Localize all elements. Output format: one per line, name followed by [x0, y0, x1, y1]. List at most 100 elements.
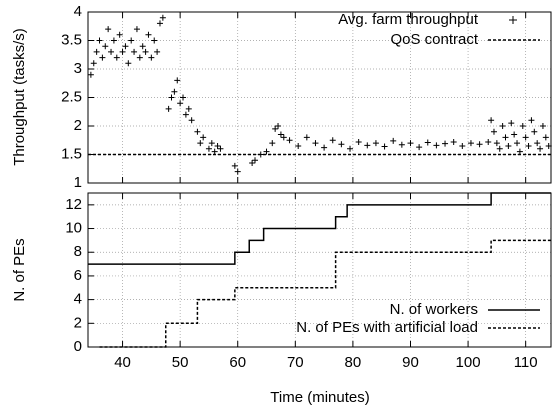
point — [519, 123, 526, 129]
point — [113, 54, 120, 61]
point — [197, 140, 204, 147]
point — [182, 111, 189, 118]
point — [272, 125, 279, 132]
x-tick-label: 90 — [402, 354, 419, 371]
legend-marker — [509, 16, 517, 24]
point — [174, 77, 181, 84]
point — [177, 100, 184, 107]
point — [99, 54, 106, 61]
point — [398, 141, 405, 148]
point — [499, 123, 506, 129]
point — [128, 37, 135, 44]
point — [125, 60, 132, 67]
point — [537, 145, 544, 152]
point — [139, 43, 146, 50]
point — [516, 148, 523, 155]
point — [476, 141, 483, 148]
point — [372, 140, 379, 147]
point — [280, 134, 287, 141]
point — [148, 54, 155, 61]
point — [159, 14, 166, 21]
y-tick-label: 3.5 — [61, 31, 82, 48]
y-tick-label: 2 — [74, 314, 82, 331]
point — [321, 144, 328, 151]
point — [442, 140, 449, 147]
point — [407, 140, 414, 147]
point — [416, 144, 423, 151]
legend-label: Avg. farm throughput — [338, 11, 479, 28]
y-tick-label: 2.5 — [61, 88, 82, 105]
point — [467, 140, 474, 147]
point — [96, 37, 103, 44]
point — [496, 145, 503, 152]
point — [154, 48, 161, 55]
point — [263, 148, 270, 155]
point — [275, 123, 282, 129]
point — [525, 142, 532, 149]
point — [119, 48, 126, 55]
point — [312, 140, 319, 147]
point — [151, 37, 158, 44]
point — [90, 60, 97, 67]
plot-frame — [87, 192, 552, 348]
point — [355, 138, 362, 145]
point — [534, 140, 541, 147]
y-tick-label: 0 — [74, 338, 82, 355]
point — [217, 145, 224, 152]
point — [286, 137, 293, 144]
point — [459, 142, 466, 149]
point — [364, 142, 371, 149]
point — [338, 141, 345, 148]
point — [329, 137, 336, 144]
point — [168, 94, 175, 101]
point — [528, 117, 535, 124]
point — [295, 142, 302, 149]
point — [488, 117, 495, 124]
y-tick-label: 4 — [74, 291, 82, 308]
point — [252, 157, 259, 164]
legend-label: N. of PEs with artificial load — [296, 319, 478, 336]
point — [505, 142, 512, 149]
y-tick-label: 1 — [74, 174, 82, 191]
point — [142, 48, 149, 55]
point — [131, 48, 138, 55]
point — [208, 140, 215, 147]
point — [180, 94, 187, 101]
point — [545, 142, 552, 149]
x-tick-label: 110 — [514, 354, 538, 371]
point — [185, 105, 192, 112]
point — [490, 128, 497, 135]
y-tick-label: 10 — [65, 220, 82, 237]
point — [156, 20, 163, 27]
point — [249, 160, 256, 167]
point — [542, 134, 549, 141]
point — [108, 48, 115, 55]
point — [116, 31, 123, 38]
point — [511, 131, 518, 138]
point — [205, 145, 212, 152]
y-tick-label: 12 — [65, 196, 82, 213]
point — [110, 37, 117, 44]
point — [211, 148, 218, 155]
y-tick-label: 6 — [74, 267, 82, 284]
point — [214, 142, 221, 149]
point — [514, 140, 521, 147]
point — [87, 71, 94, 78]
y-tick-label: 1.5 — [61, 145, 82, 162]
point — [231, 162, 238, 169]
point — [269, 140, 276, 147]
x-axis-label: Time (minutes) — [270, 389, 369, 406]
x-tick-label: 50 — [172, 354, 189, 371]
point — [303, 134, 310, 141]
point — [93, 48, 100, 55]
point — [200, 134, 207, 141]
point — [234, 168, 241, 175]
point — [133, 26, 140, 33]
point — [539, 123, 546, 129]
point — [188, 117, 195, 124]
point — [522, 134, 529, 141]
point — [450, 138, 457, 145]
point — [171, 88, 178, 95]
y-tick-label: 2 — [74, 117, 82, 134]
